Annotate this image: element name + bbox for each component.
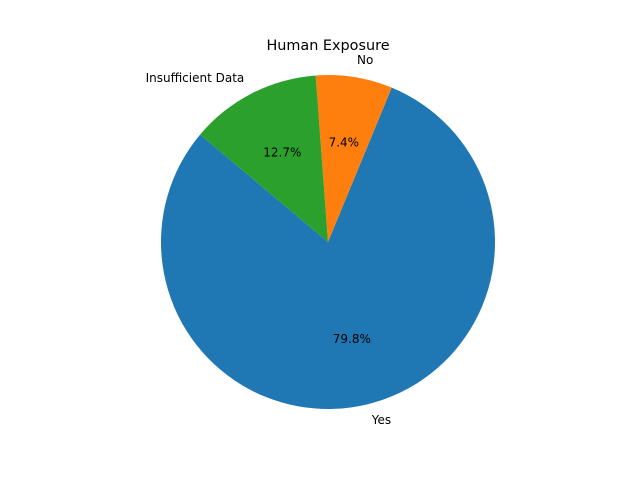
slice-percent-no: 7.4% (329, 136, 360, 150)
slice-percent-insufficient-data: 12.7% (263, 145, 301, 159)
pie-labels: Yes 79.8% No 7.4% Insufficient Data 12.7% (146, 53, 392, 427)
pie-slice-no (315, 75, 392, 243)
slice-percent-yes: 79.8% (333, 332, 371, 346)
pie-slice-yes (160, 87, 495, 410)
slice-label-yes: Yes (371, 413, 391, 427)
chart-title: Human Exposure (266, 38, 389, 54)
slice-label-no: No (357, 53, 373, 67)
pie-slices (160, 75, 495, 410)
pie-slice-insufficient-data (200, 75, 328, 243)
slice-label-insufficient-data: Insufficient Data (146, 71, 245, 85)
